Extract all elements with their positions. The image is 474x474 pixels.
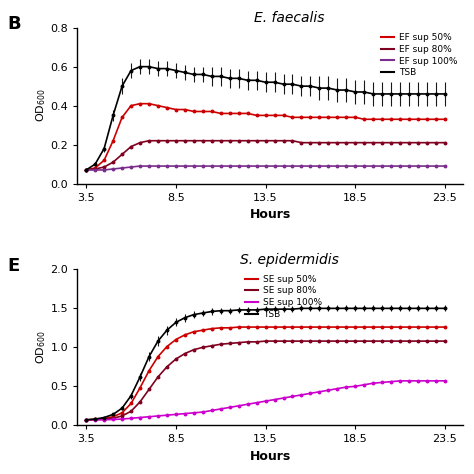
Legend: SE sup 50%, SE sup 80%, SE sup 100%, TSB: SE sup 50%, SE sup 80%, SE sup 100%, TSB — [241, 271, 326, 322]
Legend: EF sup 50%, EF sup 80%, EF sup 100%, TSB: EF sup 50%, EF sup 80%, EF sup 100%, TSB — [377, 29, 461, 81]
X-axis label: Hours: Hours — [249, 208, 291, 221]
Title: E. faecalis: E. faecalis — [254, 11, 325, 25]
Text: B: B — [8, 15, 21, 33]
Text: E: E — [8, 257, 20, 275]
Y-axis label: OD$_{600}$: OD$_{600}$ — [34, 89, 48, 122]
Y-axis label: OD$_{600}$: OD$_{600}$ — [34, 330, 48, 364]
X-axis label: Hours: Hours — [249, 450, 291, 463]
Title: S. epidermidis: S. epidermidis — [240, 253, 339, 267]
